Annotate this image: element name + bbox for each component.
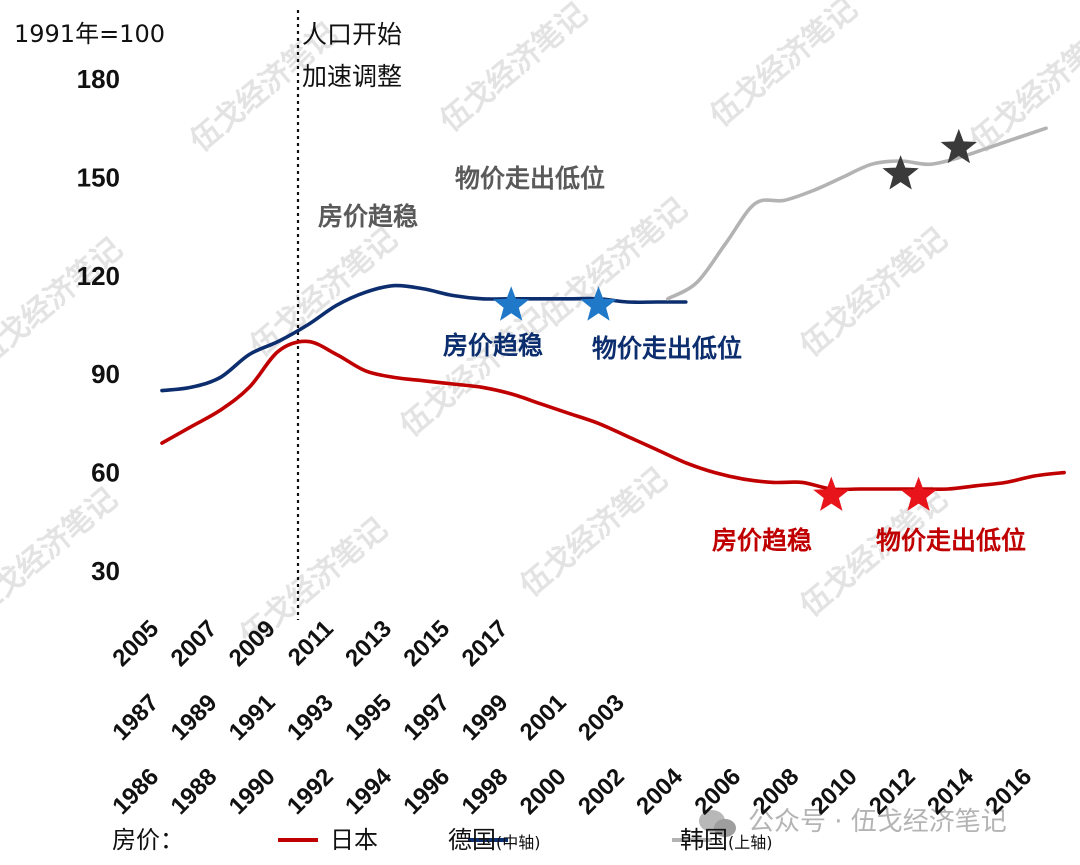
marker-star-japan xyxy=(813,476,850,511)
y-axis: 180 150 120 90 60 30 xyxy=(77,64,120,586)
marker-star-germany xyxy=(580,286,617,321)
x-tick-label-germany: 2001 xyxy=(515,689,572,746)
population-note-line2: 加速调整 xyxy=(302,62,402,91)
x-tick-label-germany: 1995 xyxy=(340,689,397,746)
x-tick-label-japan: 1986 xyxy=(107,763,164,820)
y-tick-label: 120 xyxy=(77,261,120,291)
watermark-text: 伍戈经济笔记 xyxy=(0,231,129,374)
x-tick-label-korea: 2007 xyxy=(166,615,223,672)
x-tick-label-japan: 2000 xyxy=(515,763,572,820)
annotation-germany: 房价趋稳 xyxy=(443,331,543,360)
x-tick-label-korea: 2005 xyxy=(107,615,164,672)
legend-axis-note: (中轴) xyxy=(496,833,541,852)
watermark-text: 伍戈经济笔记 xyxy=(794,221,954,364)
x-tick-label-germany: 1993 xyxy=(282,689,339,746)
annotation-germany: 物价走出低位 xyxy=(592,334,742,363)
series-line-korea xyxy=(666,126,1048,301)
x-tick-label-korea: 2013 xyxy=(340,615,397,672)
x-tick-label-korea: 2017 xyxy=(457,615,514,672)
x-tick-label-germany: 1997 xyxy=(398,689,455,746)
marker-star-germany xyxy=(493,286,530,321)
watermark-text: 伍戈经济笔记 xyxy=(0,481,124,624)
watermark-text: 伍戈经济笔记 xyxy=(394,301,554,444)
x-tick-label-germany: 1989 xyxy=(166,689,223,746)
watermark-text: 伍戈经济笔记 xyxy=(244,221,404,364)
legend-label-korea: 韩国(上轴) xyxy=(680,826,773,854)
x-tick-label-japan: 1992 xyxy=(282,763,339,820)
annotation-japan: 房价趋稳 xyxy=(712,526,812,555)
x-tick-label-germany: 2003 xyxy=(573,689,630,746)
wechat-icon-bubble xyxy=(714,819,736,837)
marker-star-korea xyxy=(882,155,919,190)
x-tick-label-germany: 1991 xyxy=(224,689,281,746)
legend: 房价： 日本 德国(中轴) 韩国(上轴) xyxy=(112,826,773,854)
marker-star-korea xyxy=(940,128,977,164)
watermark-text: 伍戈经济笔记 xyxy=(434,0,594,139)
y-tick-label: 180 xyxy=(77,64,120,94)
legend-label-japan: 日本 xyxy=(330,826,378,854)
y-tick-label: 90 xyxy=(91,359,120,389)
x-tick-label-japan: 2004 xyxy=(631,763,688,820)
x-tick-label-japan: 1994 xyxy=(340,763,397,820)
y-axis-unit-label: 1991年=100 xyxy=(14,20,165,48)
x-tick-label-japan: 2002 xyxy=(573,763,630,820)
x-tick-label-japan: 1990 xyxy=(224,763,281,820)
x-tick-label-germany: 1987 xyxy=(107,689,164,746)
population-note-line1: 人口开始 xyxy=(302,20,402,49)
annotation-korea: 房价趋稳 xyxy=(318,202,418,231)
legend-title: 房价： xyxy=(112,826,184,854)
annotation-japan: 物价走出低位 xyxy=(876,526,1026,555)
wechat-caption: 公众号 · 伍戈经济笔记 xyxy=(748,807,1007,837)
x-tick-label-japan: 1996 xyxy=(398,763,455,820)
annotation-korea: 物价走出低位 xyxy=(455,164,605,193)
x-tick-label-korea: 2015 xyxy=(398,615,455,672)
y-tick-label: 30 xyxy=(91,556,120,586)
legend-label-germany: 德国(中轴) xyxy=(448,826,541,854)
watermark-text: 伍戈经济笔记 xyxy=(534,191,694,334)
watermark-text: 伍戈经济笔记 xyxy=(704,0,864,134)
x-tick-label-germany: 1999 xyxy=(457,689,514,746)
y-tick-label: 150 xyxy=(77,162,120,192)
watermark-text: 伍戈经济笔记 xyxy=(514,461,674,604)
legend-axis-note: (上轴) xyxy=(728,833,773,852)
x-tick-label-japan: 1988 xyxy=(166,763,223,820)
y-tick-label: 60 xyxy=(91,458,120,488)
x-tick-label-japan: 1998 xyxy=(457,763,514,820)
marker-star-japan xyxy=(900,476,937,511)
